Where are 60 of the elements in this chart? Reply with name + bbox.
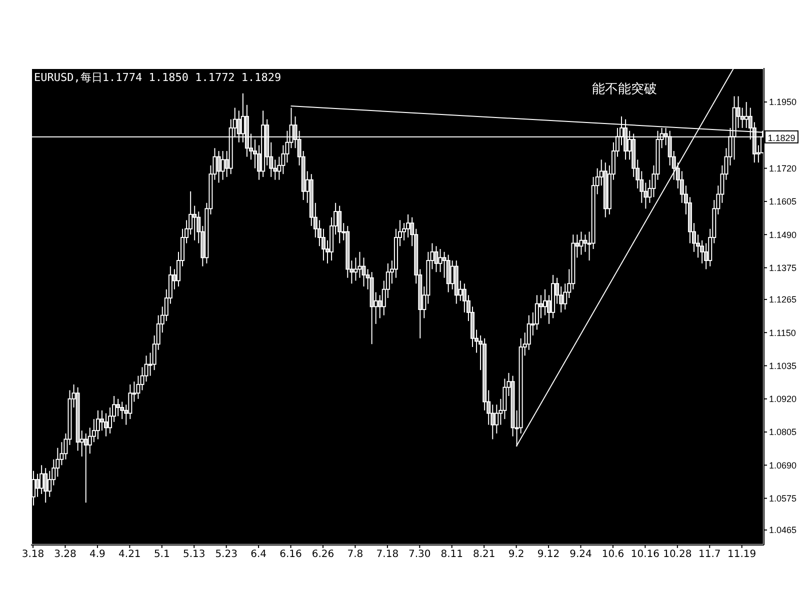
candlestick [542, 288, 547, 316]
y-tick-label: 1.0690 [769, 460, 797, 470]
x-tick-label: 11.19 [728, 549, 756, 560]
y-tick-label: 1.1265 [769, 294, 797, 305]
y-tick-label: 1.1490 [769, 230, 797, 240]
y-tick-label: 1.1150 [769, 328, 796, 338]
x-tick-label: 4.9 [90, 549, 106, 560]
x-tick-label: 7.30 [408, 549, 431, 560]
y-tick-label: 1.1605 [769, 196, 797, 207]
candlestick [744, 102, 748, 128]
candlestick [406, 214, 410, 238]
x-tick-label: 8.11 [440, 549, 464, 560]
candlestick [338, 205, 342, 244]
x-tick-label: 11.7 [698, 549, 721, 560]
candlestick [446, 254, 450, 293]
candlestick [216, 150, 221, 184]
x-tick-label: 6.26 [312, 549, 334, 560]
candlestick [116, 398, 120, 417]
candlestick [144, 355, 148, 382]
candlestick [104, 412, 108, 437]
x-tick-label: 9.24 [570, 549, 592, 560]
x-tick-label: 5.23 [215, 549, 238, 560]
x-tick-label: 9.12 [537, 549, 560, 560]
x-tick-label: 10.16 [630, 549, 660, 560]
chart-title: EURUSD,每日1.1774 1.1850 1.1772 1.1829 [34, 70, 282, 85]
candlestick [434, 246, 438, 273]
y-tick-label: 1.1720 [769, 163, 797, 174]
candlestick [358, 251, 362, 278]
candlestick [40, 464, 44, 494]
x-tick-label: 5.1 [154, 549, 170, 560]
y-tick-label: 1.1375 [769, 262, 797, 273]
x-tick-label: 3.28 [54, 549, 76, 560]
x-tick-label: 5.13 [182, 549, 206, 560]
candlestick [32, 470, 36, 506]
y-tick-label: 1.0575 [769, 494, 797, 504]
candlestick [84, 432, 88, 504]
y-tick-label: 1.1035 [769, 360, 797, 371]
x-tick-label: 7.18 [376, 549, 399, 560]
y-tick-label: 1.0805 [769, 427, 797, 438]
candlestick [579, 231, 584, 256]
x-tick-label: 10.6 [602, 549, 624, 560]
candlestick [96, 410, 100, 440]
candlestick [220, 150, 225, 180]
annotation: 能不能突破 [592, 81, 657, 98]
candlestick [44, 468, 48, 504]
x-tick-label: 4.21 [118, 549, 141, 560]
candlestick [36, 473, 40, 498]
x-tick-label: 7.8 [347, 549, 364, 560]
x-tick-label: 6.4 [250, 549, 267, 560]
y-tick-label: 1.0465 [769, 525, 797, 536]
x-tick-label: 10.28 [663, 549, 692, 560]
x-tick-label: 9.2 [508, 549, 524, 560]
x-tick-label: 3.18 [22, 549, 44, 560]
candlestick [192, 205, 197, 241]
candlestick [362, 257, 366, 287]
ref-line-label: 1.1829 [768, 132, 796, 143]
y-tick-label: 1.1950 [769, 97, 797, 108]
x-tick-label: 8.21 [472, 549, 496, 560]
x-tick-label: 6.16 [280, 549, 302, 560]
y-tick-label: 1.0920 [769, 394, 797, 404]
